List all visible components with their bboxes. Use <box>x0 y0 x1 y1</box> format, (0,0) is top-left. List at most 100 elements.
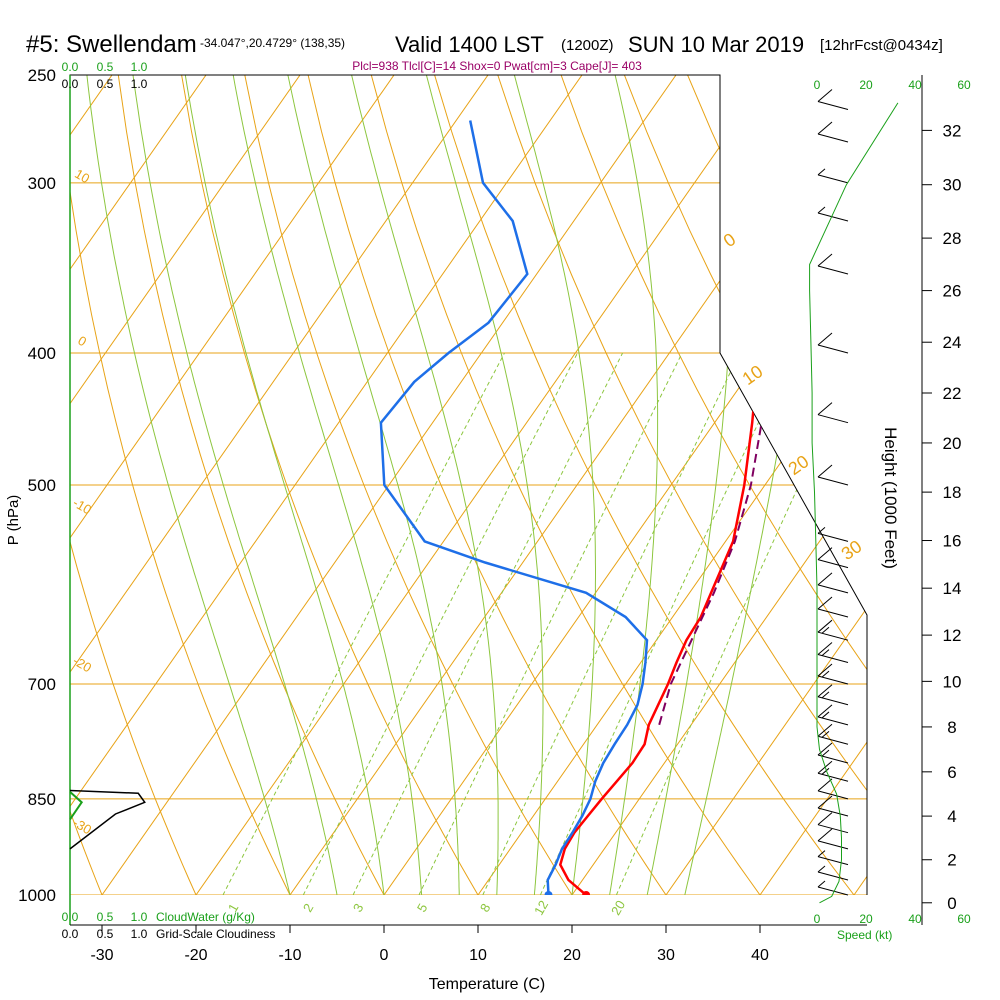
pressure-axis-ticks: 250 300 400 500 700 850 1000 <box>18 66 56 905</box>
isobar-lines <box>70 75 867 895</box>
mixing-ratio-label: 20 <box>608 898 628 918</box>
height-tick-label: 16 <box>943 532 962 551</box>
x-tick-label: -30 <box>90 947 113 964</box>
cloud-tick-label: 1.0 <box>131 927 148 941</box>
zulu-time: (1200Z) <box>561 37 614 54</box>
x-tick-label: 20 <box>563 947 581 964</box>
x-tick-label: -10 <box>278 947 301 964</box>
series-dewpoint-surface-point <box>544 891 553 895</box>
wind-barb-staff <box>817 608 849 618</box>
wind-barb-feather <box>817 619 833 633</box>
mixing-ratio-line-5 <box>418 352 683 895</box>
mixing-ratio-labels: 1 2 3 5 8 12 20 <box>225 898 628 918</box>
series-parcel-line <box>658 220 778 726</box>
wind-barb-feather <box>817 89 833 102</box>
mixing-ratio-label: 5 <box>414 901 431 915</box>
height-tick-label: 10 <box>943 672 962 691</box>
x-axis-ticks: -30 -20 -10 0 10 20 30 40 <box>70 924 867 964</box>
wind-barb-staff <box>817 532 849 542</box>
wind-barb-feather <box>817 704 833 718</box>
speed-tick-label-top: 60 <box>957 78 971 92</box>
pressure-tick-label: 1000 <box>18 886 56 905</box>
height-tick-label: 22 <box>943 384 962 403</box>
isotherm-30 <box>665 75 867 895</box>
moist-adiabat <box>394 75 544 895</box>
isotherm-label: 10 <box>739 361 767 389</box>
height-tick-label: 32 <box>943 121 962 140</box>
wind-barb-feather <box>817 812 833 826</box>
dry-adiabat <box>518 75 867 895</box>
speed-tick-label-bottom: 20 <box>859 912 873 926</box>
pressure-tick-label: 850 <box>28 790 56 809</box>
dry-adiabat <box>340 75 782 895</box>
speed-tick-label-bottom: 0 <box>814 912 821 926</box>
cloud-tick-label: 0.0 <box>62 60 79 74</box>
mixing-ratio-line-12 <box>539 352 792 895</box>
height-tick-label: 0 <box>947 894 956 913</box>
wind-barb-staff <box>817 754 849 764</box>
cloud-tick-label: 0.5 <box>97 77 114 91</box>
height-axis-label: Height (1000 Feet) <box>881 427 900 569</box>
height-tick-label: 6 <box>947 763 956 782</box>
moist-adiabat <box>74 75 291 895</box>
isotherm--60 <box>70 75 606 895</box>
speed-tick-label-top: 20 <box>859 78 873 92</box>
height-tick-label: 20 <box>943 434 962 453</box>
cloud-tick-label: 1.0 <box>131 60 148 74</box>
moist-adiabat <box>646 75 733 895</box>
moist-adiabat <box>118 75 338 895</box>
station-coords: -34.047°,20.4729° (138,35) <box>200 36 345 50</box>
wind-barb-feather <box>817 121 833 135</box>
isotherm--30 <box>101 75 867 895</box>
wind-barb-half-feather <box>817 880 826 888</box>
cloud-tick-label: 0.0 <box>62 927 79 941</box>
wind-barb-staff <box>817 414 849 424</box>
wind-barb-staff <box>817 716 849 726</box>
forecast-info: [12hrFcst@0434z] <box>820 37 943 54</box>
isotherm-label: -10 <box>70 495 94 517</box>
moist-adiabat <box>323 75 499 895</box>
pressure-tick-label: 300 <box>28 174 56 193</box>
height-tick-label: 8 <box>947 718 956 737</box>
wind-barb-staff <box>817 476 849 486</box>
dry-adiabat <box>994 0 1000 924</box>
dry-adiabat <box>459 75 867 895</box>
wind-barb-half-feather <box>817 865 826 873</box>
wind-barb-half-feather <box>817 526 826 534</box>
wind-barb-staff <box>817 100 849 110</box>
valid-time: Valid 1400 LST <box>395 32 544 57</box>
dry-adiabat <box>815 75 867 895</box>
cloud-tick-label: 0.5 <box>97 60 114 74</box>
isotherm-50 <box>853 75 867 895</box>
x-tick-label: 40 <box>751 947 769 964</box>
pressure-tick-label: 250 <box>28 66 56 85</box>
wind-barb-staff <box>817 696 849 706</box>
x-tick-label: 30 <box>657 947 675 964</box>
wind-barb-half-feather <box>817 168 826 176</box>
wind-barb-half-feather <box>821 649 830 656</box>
mixing-ratio-line-3 <box>352 352 624 895</box>
wind-barb-feather <box>817 684 833 698</box>
isotherm-0 <box>383 75 867 895</box>
wind-barb-feather <box>817 596 833 610</box>
mixing-ratio-label: 2 <box>300 901 317 915</box>
dry-adiabat <box>70 75 305 895</box>
cloud-tick-label: 1.0 <box>131 910 148 924</box>
wind-barb-feather <box>817 663 833 677</box>
wind-barb-staff <box>817 265 849 275</box>
wind-barb-feather <box>817 778 833 792</box>
wind-barb-staff <box>817 772 849 782</box>
cloud-tick-label: 0.5 <box>97 910 114 924</box>
mixing-ratio-label: 3 <box>350 901 367 915</box>
cloud-profiles <box>69 789 146 850</box>
isotherm-label: 0 <box>720 229 740 251</box>
height-tick-label: 2 <box>947 851 956 870</box>
wind-barb-staff <box>817 790 849 800</box>
wind-barb-feather <box>817 332 833 346</box>
wind-barb-half-feather <box>821 691 830 699</box>
isotherm--120 <box>0 0 42 895</box>
wind-barb-staff <box>817 807 849 817</box>
cloud-tick-label: 0.0 <box>62 77 79 91</box>
